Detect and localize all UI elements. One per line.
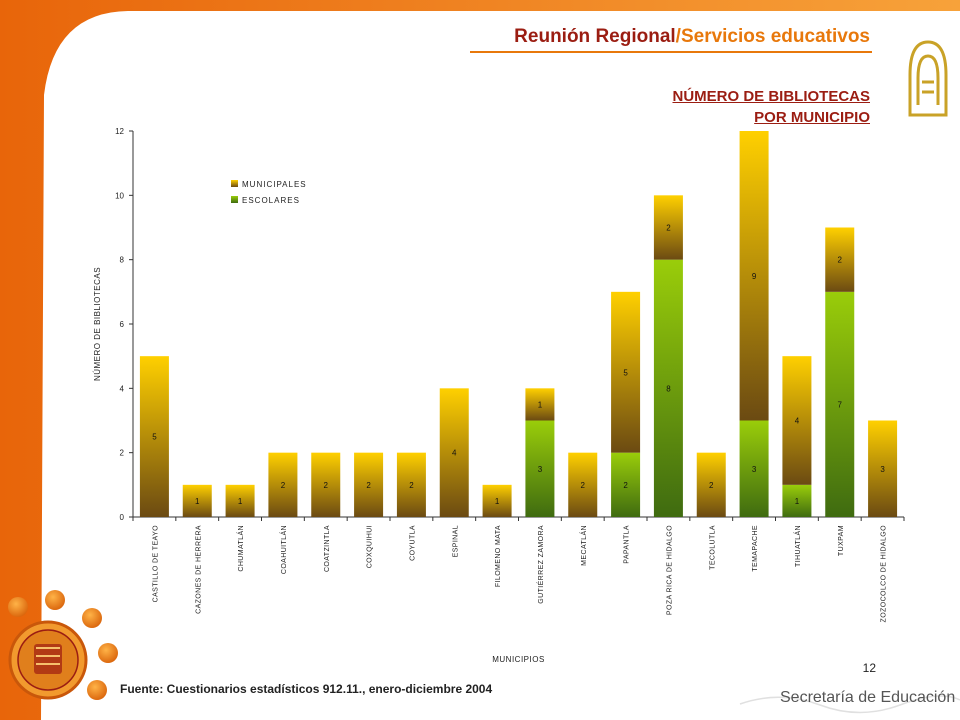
bar-escolares (825, 291, 855, 517)
y-tick-label: 12 (115, 127, 124, 136)
legend-swatch (231, 180, 238, 187)
bar-municipales (825, 227, 855, 292)
chart-heading-line1: NÚMERO DE BIBLIOTECAS (672, 88, 870, 105)
data-label-escolares: 1 (795, 497, 800, 506)
data-label-escolares: 2 (623, 481, 628, 490)
y-tick-label: 8 (120, 256, 125, 265)
x-category-label: COXQUIHUI (367, 525, 374, 568)
bar-municipales (354, 452, 384, 517)
bar-municipales (139, 356, 169, 517)
bar-municipales (182, 484, 212, 517)
x-category-label: COYUTLA (409, 525, 416, 561)
bar-municipales (225, 484, 255, 517)
footer-swirl-decoration (739, 695, 960, 714)
x-category-label: CAZONES DE HERRERA (195, 525, 202, 614)
data-label-municipales: 2 (409, 481, 414, 490)
x-category-label: TUXPAM (838, 525, 845, 556)
white-page-curve (41, 11, 960, 720)
x-axis-title: MUNICIPIOS (492, 655, 545, 664)
legend-swatch (231, 196, 238, 203)
x-category-label: PAPANTLA (624, 525, 631, 564)
bar-escolares (525, 420, 555, 517)
bar-municipales (696, 452, 726, 517)
x-category-label: GUTIÉRREZ ZAMORA (536, 525, 545, 604)
bar-escolares (739, 420, 769, 517)
x-category-label: TEMAPACHE (752, 525, 759, 572)
x-category-label: POZA RICA DE HIDALGO (666, 525, 673, 615)
bar-municipales (439, 388, 469, 517)
data-label-escolares: 8 (666, 384, 671, 393)
state-seal-icon (8, 620, 88, 700)
bar-municipales (868, 420, 898, 517)
page-title: Reunión Regional/Servicios educativos (420, 26, 870, 48)
data-label-municipales: 5 (152, 433, 157, 442)
data-label-municipales: 2 (366, 481, 371, 490)
x-category-label: MECATLÁN (579, 525, 588, 566)
title-subtitle: Servicios educativos (680, 26, 870, 47)
data-label-municipales: 2 (324, 481, 329, 490)
data-label-municipales: 4 (452, 449, 457, 458)
data-label-municipales: 2 (709, 481, 714, 490)
data-label-municipales: 2 (581, 481, 586, 490)
bar-municipales (611, 291, 641, 453)
y-tick-label: 2 (120, 449, 125, 458)
aztec-logo-icon (908, 40, 948, 117)
bar-escolares (782, 484, 812, 517)
data-label-municipales: 5 (623, 368, 628, 377)
title-main-text: Reunión Regional (514, 26, 676, 47)
footer-org-name: Secretaría de Educación (780, 689, 956, 706)
data-label-municipales: 1 (495, 497, 500, 506)
x-category-label: FILOMENO MATA (495, 525, 502, 587)
data-label-municipales: 1 (195, 497, 200, 506)
bar-municipales (739, 131, 769, 421)
chart-heading-line2: POR MUNICIPIO (754, 109, 870, 126)
legend-label: MUNICIPALES (242, 180, 307, 189)
bar-municipales (311, 452, 341, 517)
bar-escolares (611, 452, 641, 517)
data-label-escolares: 3 (752, 465, 757, 474)
orange-dots-decoration (8, 590, 118, 700)
x-category-label: COATZINTLA (324, 525, 331, 572)
title-separator: / (675, 26, 681, 47)
data-label-municipales: 2 (666, 224, 671, 233)
data-label-municipales: 4 (795, 417, 800, 426)
bar-municipales (525, 388, 555, 421)
y-tick-label: 6 (120, 320, 125, 329)
data-label-municipales: 1 (238, 497, 243, 506)
chart-heading: NÚMERO DE BIBLIOTECAS POR MUNICIPIO (672, 86, 870, 128)
data-label-municipales: 9 (752, 272, 757, 281)
bar-municipales (396, 452, 426, 517)
bar-municipales (268, 452, 298, 517)
data-label-municipales: 2 (281, 481, 286, 490)
y-tick-label: 10 (115, 191, 124, 200)
x-category-label: TIHUATLÁN (793, 525, 802, 567)
x-category-label: ESPINAL (452, 525, 459, 557)
data-label-escolares: 3 (538, 465, 543, 474)
bar-escolares (653, 259, 683, 517)
page-number: 12 (862, 661, 876, 675)
x-category-label: CHUMATLÁN (236, 525, 245, 572)
x-category-label: TECOLUTLA (709, 525, 716, 570)
x-category-label: ZOZOCOLCO DE HIDALGO (881, 525, 888, 623)
legend-label: ESCOLARES (242, 196, 300, 205)
bar-municipales (653, 195, 683, 260)
y-tick-label: 4 (120, 384, 125, 393)
y-axis-title: NÚMERO DE BIBLIOTECAS (93, 267, 102, 381)
x-category-label: COAHUITLÁN (279, 525, 288, 574)
source-note: Fuente: Cuestionarios estadísticos 912.1… (120, 682, 493, 696)
data-label-municipales: 2 (838, 256, 843, 265)
bar-municipales (482, 484, 512, 517)
data-label-municipales: 3 (880, 465, 885, 474)
bar-municipales (782, 356, 812, 485)
bar-municipales (568, 452, 598, 517)
data-label-municipales: 1 (538, 400, 543, 409)
y-tick-label: 0 (120, 513, 125, 522)
data-label-escolares: 7 (838, 400, 843, 409)
x-category-label: CASTILLO DE TEAYO (152, 525, 159, 602)
